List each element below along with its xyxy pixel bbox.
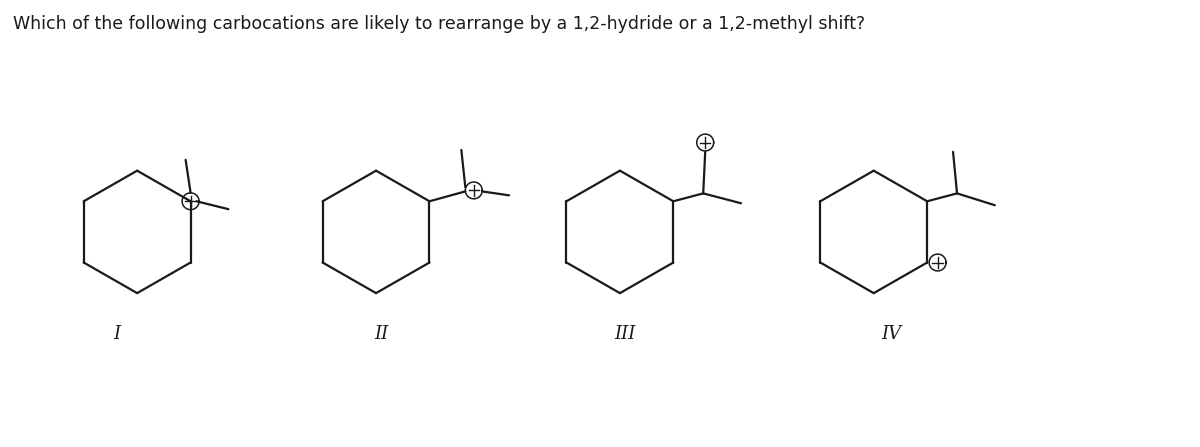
Text: II: II xyxy=(374,325,388,343)
Text: IV: IV xyxy=(882,325,901,343)
Text: Which of the following carbocations are likely to rearrange by a 1,2-hydride or : Which of the following carbocations are … xyxy=(13,15,865,33)
Text: III: III xyxy=(614,325,636,343)
Text: I: I xyxy=(114,325,121,343)
